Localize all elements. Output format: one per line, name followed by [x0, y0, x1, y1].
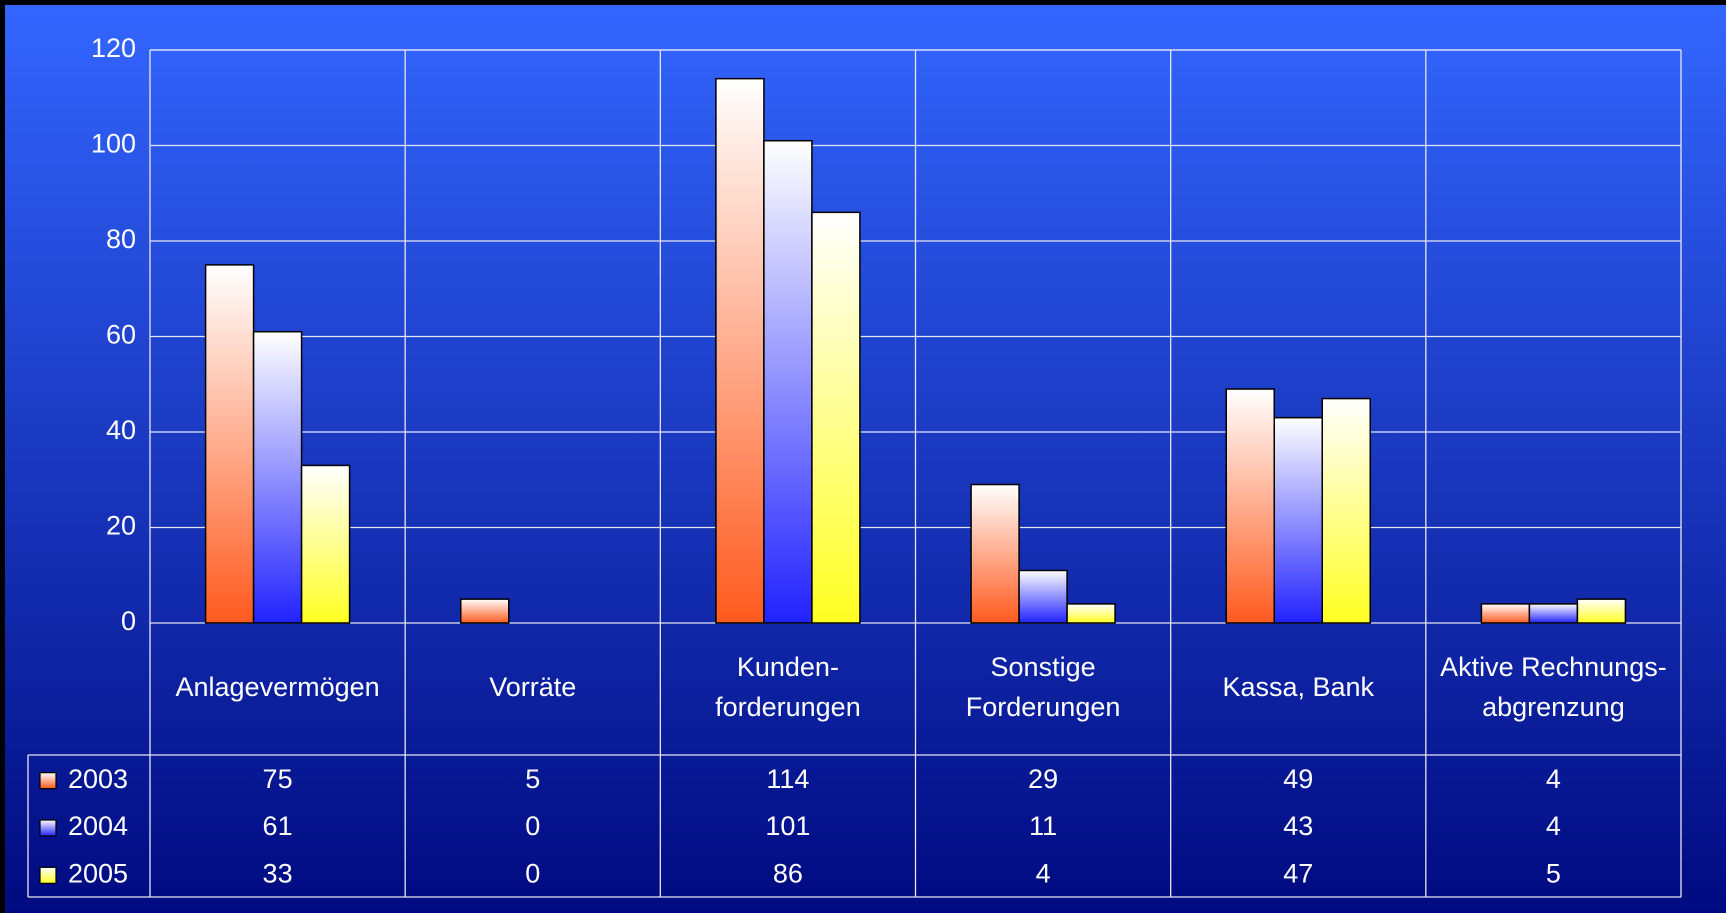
- x-tick-label-line: Anlagevermögen: [176, 672, 380, 702]
- legend-swatch: [39, 819, 57, 837]
- y-tick-label: 80: [106, 224, 136, 254]
- table-value: 61: [263, 811, 293, 841]
- x-tick-label: Vorräte: [489, 672, 576, 702]
- table-value: 43: [1283, 811, 1313, 841]
- bar: [1273, 416, 1323, 624]
- table-value: 29: [1028, 764, 1058, 794]
- table-value: 5: [525, 764, 540, 794]
- table-value: 4: [1036, 858, 1051, 888]
- bar: [1576, 598, 1627, 624]
- bar: [763, 139, 813, 624]
- y-tick-label: 60: [106, 320, 136, 350]
- x-tick-label-line: Kassa, Bank: [1222, 672, 1374, 702]
- y-tick-label: 20: [106, 511, 136, 541]
- bar: [300, 464, 351, 624]
- bar: [1528, 603, 1579, 624]
- table-value: 101: [765, 811, 810, 841]
- table-value: 4: [1546, 764, 1561, 794]
- table-value: 0: [525, 811, 540, 841]
- bar: [204, 264, 255, 624]
- table-value: 47: [1283, 858, 1313, 888]
- y-tick-label: 0: [121, 606, 136, 636]
- bar: [715, 77, 765, 624]
- x-tick-label: Aktive Rechnungs-abgrenzung: [1440, 652, 1667, 722]
- table-value: 75: [263, 764, 293, 794]
- bar: [811, 211, 861, 624]
- bar: [970, 483, 1020, 624]
- legend-label: 2004: [68, 811, 128, 841]
- bar: [252, 330, 303, 624]
- x-tick-label-line: Kunden-: [737, 652, 839, 682]
- y-tick-label: 40: [106, 415, 136, 445]
- x-tick-label: Anlagevermögen: [176, 672, 380, 702]
- bar: [1066, 603, 1116, 624]
- x-tick-label-line: Sonstige: [991, 652, 1096, 682]
- table-value: 49: [1283, 764, 1313, 794]
- table-value: 4: [1546, 811, 1561, 841]
- bar: [460, 598, 510, 624]
- bar: [1321, 397, 1371, 624]
- table-value: 86: [773, 858, 803, 888]
- table-value: 5: [1546, 858, 1561, 888]
- x-tick-label: Sonstige Forderungen: [966, 652, 1121, 722]
- legend-label: 2003: [68, 764, 128, 794]
- bar: [1225, 388, 1275, 624]
- table-value: 114: [766, 764, 809, 794]
- legend-label: 2005: [68, 858, 128, 888]
- x-tick-label-line: Forderungen: [966, 692, 1121, 722]
- bar: [1480, 603, 1531, 624]
- table-value: 11: [1029, 811, 1057, 841]
- x-tick-label-line: forderungen: [715, 692, 861, 722]
- bar: [1018, 569, 1068, 624]
- y-tick-label: 100: [91, 129, 136, 159]
- table-value: 0: [525, 858, 540, 888]
- x-tick-label-line: abgrenzung: [1482, 692, 1625, 722]
- x-tick-label: Kunden-forderungen: [715, 652, 861, 722]
- x-tick-label: Kassa, Bank: [1222, 672, 1374, 702]
- table-value: 33: [263, 858, 293, 888]
- x-tick-label-line: Vorräte: [489, 672, 576, 702]
- legend-swatch: [39, 772, 57, 790]
- x-tick-label-line: Aktive Rechnungs-: [1440, 652, 1667, 682]
- y-tick-label: 120: [91, 33, 136, 63]
- legend-swatch: [39, 866, 57, 884]
